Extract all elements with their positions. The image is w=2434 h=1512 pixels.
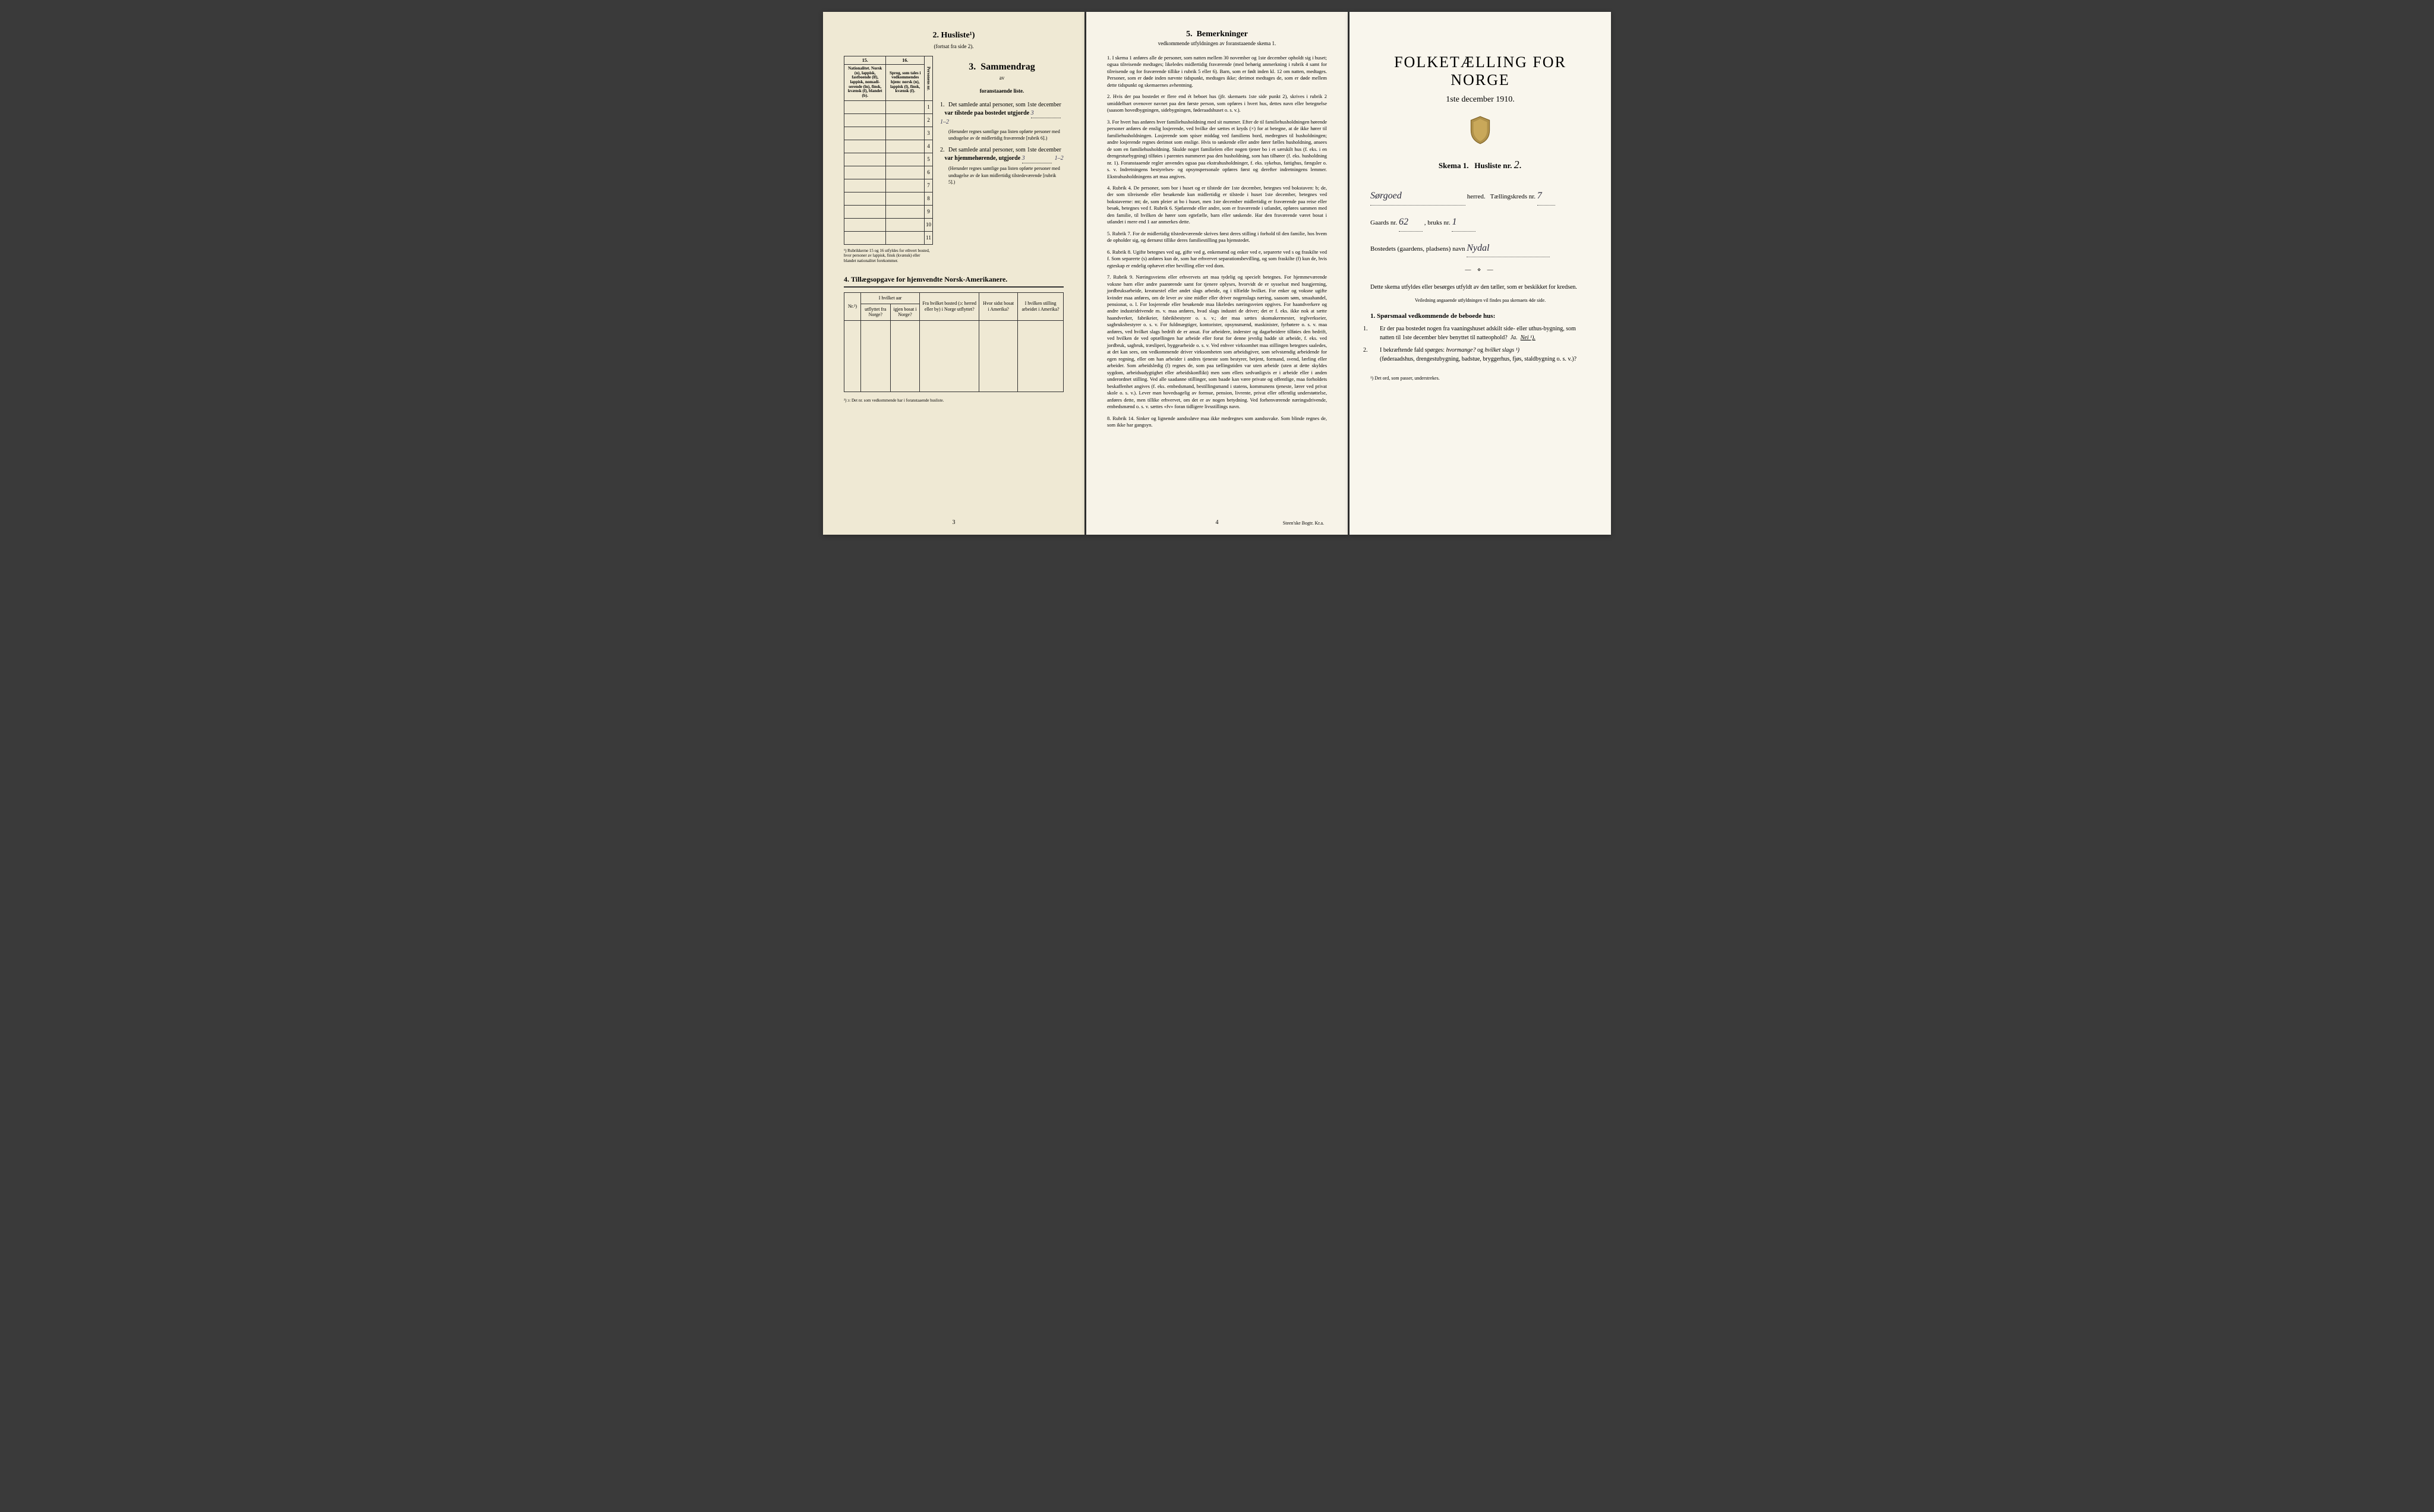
husliste-subtitle: (fortsat fra side 2). (934, 43, 974, 49)
herred-hw: Sørgoed (1370, 191, 1402, 201)
th-nr: Nr.²) (844, 292, 861, 320)
row-1: 1 (925, 100, 933, 113)
page-cover: FOLKETÆLLING FOR NORGE 1ste december 191… (1350, 12, 1611, 535)
col-16-head: Sprog, som tales i vedkommen­des hjem: n… (886, 65, 925, 101)
bem-item: 3. For hvert hus anføres hver familiehus… (1107, 119, 1327, 180)
ja: Ja. (1511, 334, 1518, 341)
bem-num: 5. (1186, 30, 1193, 39)
bosted-hw: Nydal (1467, 243, 1489, 253)
row-6: 6 (925, 166, 933, 179)
th-utflyttet: utflyttet fra Norge? (861, 304, 891, 320)
nationality-table: 15. 16. Personens nr. Nationalitet. Nors… (844, 56, 933, 245)
printer-credit: Steen'ske Bogtr. Kr.a. (1283, 520, 1324, 526)
ornament: — ⋄ — (1370, 267, 1590, 273)
question-2: 2.I bekræftende fald spørges: hvormange?… (1380, 346, 1590, 364)
row-3: 3 (925, 127, 933, 140)
husliste-header: 2. Husliste¹) (fortsat fra side 2). (844, 30, 1064, 51)
husliste-nr-hw: 2. (1514, 159, 1522, 171)
bosted-line: Bostedets (gaardens, pladsens) navn Nyda… (1370, 240, 1590, 258)
page-number-3: 3 (953, 519, 956, 526)
col-15-head: Nationalitet. Norsk (n), lappisk, fastbo… (844, 65, 886, 101)
main-date: 1ste december 1910. (1370, 95, 1590, 105)
row-7: 7 (925, 179, 933, 192)
skema-line: Skema 1. Husliste nr. 2. (1370, 159, 1590, 171)
table-footnote: ¹) Rubrikkerne 15 og 16 utfyldes for eth… (844, 248, 933, 263)
th-bosat: igjen bosat i Norge? (890, 304, 920, 320)
row-2: 2 (925, 113, 933, 127)
sammendrag-sub: foranstaaende liste. (940, 88, 1064, 94)
gaards-hw: 62 (1399, 217, 1408, 227)
row-9: 9 (925, 205, 933, 218)
husliste-num: 2. (932, 31, 939, 40)
bem-item: 4. Rubrik 4. De personer, som bor i huse… (1107, 185, 1327, 226)
tillaeg-table: Nr.²) I hvilket aar Fra hvilket bosted (… (844, 292, 1064, 392)
bem-item: 5. Rubrik 7. For de midlertidig tilstede… (1107, 231, 1327, 244)
husliste-title: Husliste¹) (941, 31, 975, 40)
bem-item: 6. Rubrik 8. Ugifte betegnes ved ug, gif… (1107, 249, 1327, 269)
tillaeg-num: 4. (844, 275, 849, 283)
sammendrag-item-1: 1.Det samlede antal personer, som 1ste d… (940, 101, 1064, 141)
sammendrag-av: av (940, 75, 1064, 81)
main-title: FOLKETÆLLING FOR NORGE (1370, 53, 1590, 89)
bruks-hw: 1 (1452, 217, 1456, 227)
col-15: 15. (844, 56, 886, 65)
nei: Nei ¹). (1521, 334, 1536, 341)
th-bosted: Fra hvilket bosted (ɔ: herred eller by) … (920, 292, 979, 320)
col-persnr: Personens nr. (925, 56, 933, 101)
instructions-sub: Veiledning angaaende utfyldningen vil fi… (1370, 298, 1590, 303)
sammendrag-title: Sammendrag (980, 62, 1035, 72)
page-number-4: 4 (1216, 519, 1219, 526)
bem-item: 7. Rubrik 9. Næringsveiens eller erhverv… (1107, 274, 1327, 410)
bem-sub: vedkommende utfyldningen av foranstaaend… (1107, 40, 1327, 46)
samm1-val2: 1–2 (940, 119, 949, 125)
th-stilling: I hvilken stilling arbeidet i Amerika? (1018, 292, 1064, 320)
sammendrag-num: 3. (969, 62, 976, 72)
th-amerika: Hvor sidst bosat i Amerika? (979, 292, 1018, 320)
kreds-hw: 7 (1537, 191, 1542, 201)
tillaeg-body-row (844, 320, 1064, 392)
th-aar: I hvilket aar (861, 292, 920, 304)
instructions: Dette skema utfyldes eller besørges utfy… (1370, 283, 1590, 292)
crest-icon (1370, 115, 1590, 148)
gaards-line: Gaards nr. 62 , bruks nr. 1 (1370, 214, 1590, 232)
row-11: 11 (925, 231, 933, 244)
page-3: 2. Husliste¹) (fortsat fra side 2). 15. … (823, 12, 1084, 535)
col-16: 16. (886, 56, 925, 65)
question-title: 1. Spørsmaal vedkommende de beboede hus: (1370, 312, 1590, 320)
samm1-val: 3 (1031, 110, 1034, 116)
question-1: 1.Er der paa bostedet nogen fra vaanings… (1380, 324, 1590, 342)
tillaeg-footnote: ²) ɔ: Det nr. som vedkommende har i fora… (844, 398, 1064, 403)
row-5: 5 (925, 153, 933, 166)
samm2-val2: 1–2 (1055, 155, 1064, 162)
row-8: 8 (925, 192, 933, 205)
bem-title: Bemerkninger (1197, 30, 1248, 39)
bem-item: 1. I skema 1 anføres alle de personer, s… (1107, 55, 1327, 89)
row-10: 10 (925, 218, 933, 231)
herred-line: Sørgoed herred. Tællingskreds nr. 7 (1370, 188, 1590, 206)
bem-item: 8. Rubrik 14. Sinker og lignende aandssl… (1107, 415, 1327, 429)
sammendrag-item-2: 2.Det samlede antal personer, som 1ste d… (940, 146, 1064, 185)
bem-item: 2. Hvis der paa bostedet er flere end ét… (1107, 93, 1327, 113)
document-spread: 2. Husliste¹) (fortsat fra side 2). 15. … (823, 12, 1611, 535)
samm2-val: 3 (1022, 155, 1025, 162)
bem-list: 1. I skema 1 anføres alle de personer, s… (1107, 55, 1327, 428)
footnote-right: ¹) Det ord, som passer, understrekes. (1370, 375, 1590, 381)
page-4: 5. Bemerkninger vedkommende utfyldningen… (1086, 12, 1348, 535)
row-4: 4 (925, 140, 933, 153)
tillaeg-title: Tillægsopgave for hjemvendte Norsk-Ameri… (851, 275, 1007, 283)
